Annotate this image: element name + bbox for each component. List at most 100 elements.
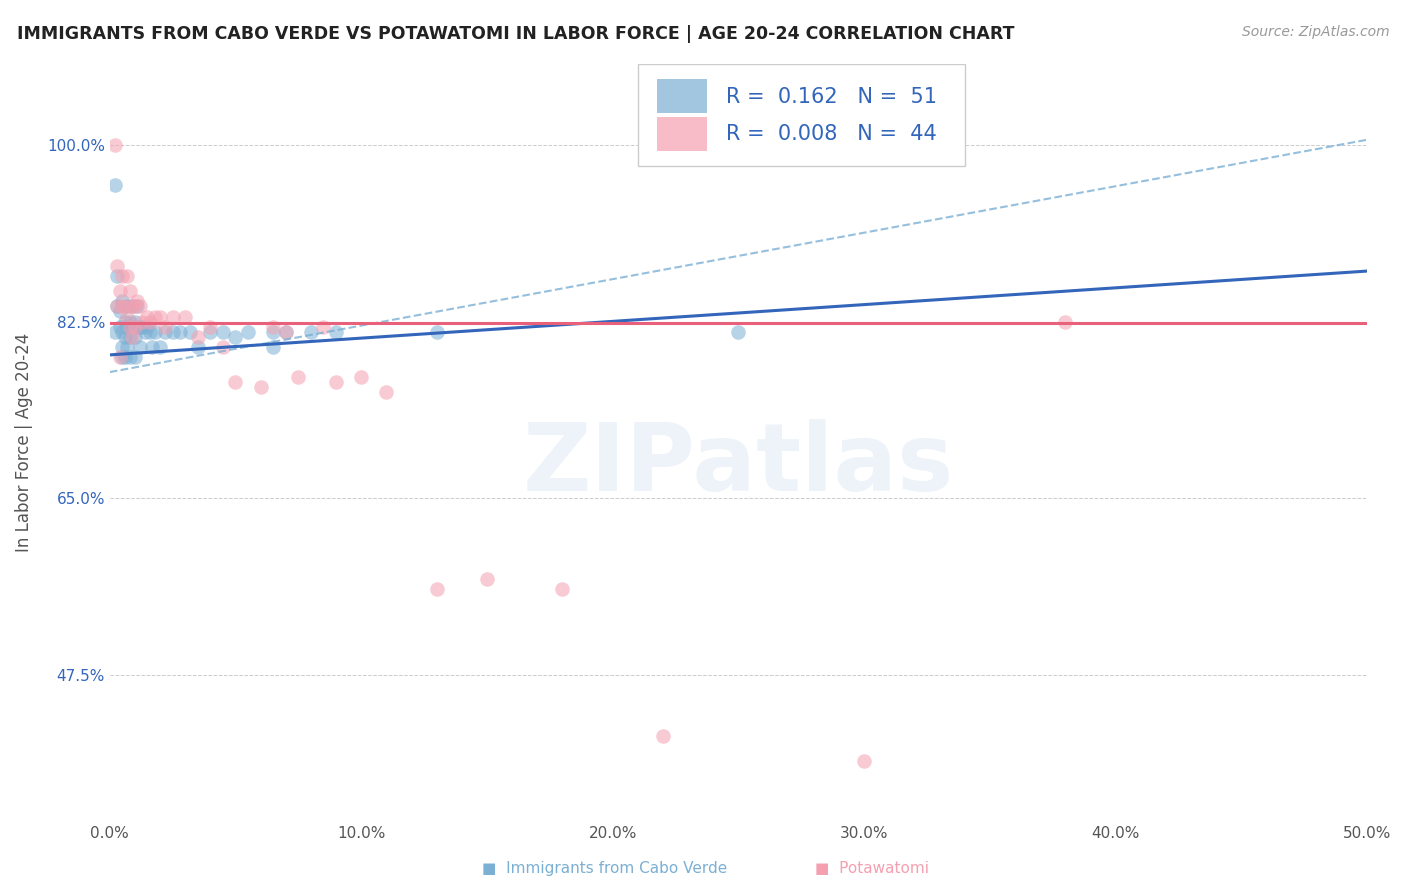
Text: ZIPatlas: ZIPatlas [523,419,953,511]
Point [121,300,143,314]
Point [212,340,235,354]
Point [853,754,876,768]
Point [212,325,235,339]
Text: ■  Potawatomi: ■ Potawatomi [814,861,929,876]
Point [104,325,127,339]
Text: R =  0.008   N =  44: R = 0.008 N = 44 [725,125,936,145]
Point [129,319,152,334]
Point [299,325,322,339]
Point [426,582,449,597]
Point [104,137,127,152]
Point [141,340,163,354]
Point [274,325,297,339]
Point [153,325,176,339]
Point [111,300,134,314]
Point [651,729,673,743]
Point [111,294,134,309]
Point [117,269,139,284]
Point [139,315,162,329]
Point [262,340,284,354]
Point [124,315,146,329]
Point [1054,315,1077,329]
Point [121,300,143,314]
Point [124,350,146,364]
Point [124,300,146,314]
Point [111,325,134,339]
Point [274,325,297,339]
Point [114,329,136,343]
Point [105,300,128,314]
Point [127,294,149,309]
Point [179,325,201,339]
Point [124,319,146,334]
Point [131,315,153,329]
Point [375,385,398,400]
Point [139,325,162,339]
Point [727,325,749,339]
Point [121,319,143,334]
Point [143,310,166,324]
Point [111,350,134,364]
Point [105,300,128,314]
Point [114,300,136,314]
Point [127,300,149,314]
Point [224,375,246,389]
Point [143,325,166,339]
Point [350,370,373,384]
Point [105,269,128,284]
Point [162,310,184,324]
Point [108,304,131,318]
Y-axis label: In Labor Force | Age 20-24: In Labor Force | Age 20-24 [15,333,32,552]
FancyBboxPatch shape [638,64,965,166]
Point [117,300,139,314]
Point [131,319,153,334]
Point [117,319,139,334]
Point [108,319,131,334]
Text: ■  Immigrants from Cabo Verde: ■ Immigrants from Cabo Verde [482,861,727,876]
Point [162,325,184,339]
Point [129,340,152,354]
Point [551,582,574,597]
Point [169,325,191,339]
Point [127,319,149,334]
Text: IMMIGRANTS FROM CABO VERDE VS POTAWATOMI IN LABOR FORCE | AGE 20-24 CORRELATION : IMMIGRANTS FROM CABO VERDE VS POTAWATOMI… [17,25,1014,43]
Point [262,319,284,334]
Point [118,329,141,343]
Point [149,340,172,354]
FancyBboxPatch shape [657,79,707,113]
Point [475,572,498,586]
Point [236,325,259,339]
Point [187,329,209,343]
Point [118,350,141,364]
Point [149,310,172,324]
Point [121,329,143,343]
Point [262,325,284,339]
Point [108,285,131,299]
Point [200,325,222,339]
Text: R =  0.162   N =  51: R = 0.162 N = 51 [725,87,936,107]
Point [312,319,335,334]
Point [153,319,176,334]
Point [111,340,134,354]
Point [108,350,131,364]
Point [118,285,141,299]
Point [287,370,309,384]
Point [117,340,139,354]
Point [118,319,141,334]
Point [104,178,127,193]
Point [114,350,136,364]
Point [249,380,271,394]
Point [118,315,141,329]
Point [224,329,246,343]
Point [129,300,152,314]
Point [114,315,136,329]
FancyBboxPatch shape [657,117,707,151]
Point [174,310,197,324]
Point [117,310,139,324]
Point [187,340,209,354]
Point [134,325,156,339]
Point [136,310,159,324]
Point [136,319,159,334]
Point [111,269,134,284]
Point [200,319,222,334]
